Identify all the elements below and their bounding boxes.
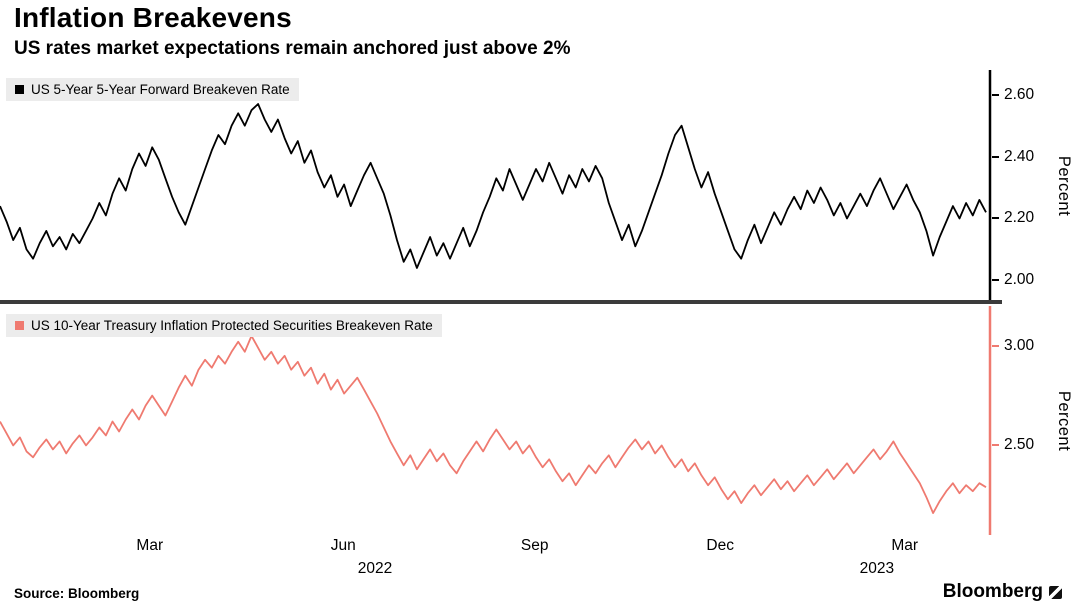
y-tick-text: 3.00 xyxy=(1004,336,1035,354)
legend-swatch-icon xyxy=(15,321,24,330)
bloomberg-logo: Bloomberg xyxy=(943,581,1062,603)
line-chart-10y-tips xyxy=(0,306,992,535)
y-axis-labels: 2.00 2.20 2.40 2.60 xyxy=(992,70,1052,302)
x-tick-label: Mar xyxy=(891,537,919,554)
y-tick-mark xyxy=(992,279,999,282)
panel-5y5y-breakeven: US 5-Year 5-Year Forward Breakeven Rate … xyxy=(0,70,1078,302)
panel-separator xyxy=(0,300,1002,304)
y-tick-label: 2.20 xyxy=(992,209,1034,227)
y-tick-mark xyxy=(992,217,999,220)
x-tick-label: Mar xyxy=(136,537,164,554)
page-title: Inflation Breakevens xyxy=(14,2,292,33)
source-credit: Source: Bloomberg xyxy=(14,586,140,601)
y-tick-text: 2.20 xyxy=(1004,209,1035,227)
y-tick-text: 2.60 xyxy=(1004,85,1035,103)
y-tick-text: 2.00 xyxy=(1004,271,1035,289)
legend-10y-tips: US 10-Year Treasury Inflation Protected … xyxy=(6,314,442,337)
y-tick-label: 3.00 xyxy=(992,337,1034,355)
y-tick-label: 2.00 xyxy=(992,271,1034,289)
x-axis: Mar Jun Sep Dec Mar 2022 2023 xyxy=(0,537,992,585)
y-tick-mark xyxy=(992,155,999,158)
y-tick-text: 2.50 xyxy=(1004,436,1035,454)
series-line xyxy=(0,103,987,269)
y-tick-mark xyxy=(992,344,999,347)
y-axis-labels: 2.50 3.00 xyxy=(992,306,1052,535)
panel-10y-tips-breakeven: US 10-Year Treasury Inflation Protected … xyxy=(0,306,1078,535)
x-tick-label: Dec xyxy=(706,537,734,554)
x-year-label: 2023 xyxy=(859,560,895,577)
y-tick-label: 2.60 xyxy=(992,86,1034,104)
bloomberg-wordmark: Bloomberg xyxy=(942,581,1043,602)
y-tick-label: 2.50 xyxy=(992,436,1034,454)
page-subtitle: US rates market expectations remain anch… xyxy=(14,38,571,59)
y-tick-mark xyxy=(992,444,999,447)
y-tick-label: 2.40 xyxy=(992,148,1034,166)
x-year-label: 2022 xyxy=(357,560,393,577)
y-axis-title: Percent xyxy=(1055,155,1073,217)
legend-label: US 5-Year 5-Year Forward Breakeven Rate xyxy=(31,82,290,97)
y-axis-title: Percent xyxy=(1055,390,1073,451)
legend-5y5y: US 5-Year 5-Year Forward Breakeven Rate xyxy=(6,78,299,101)
bloomberg-logo-mark-icon xyxy=(1049,585,1062,599)
x-tick-label: Sep xyxy=(520,537,549,554)
x-tick-label: Jun xyxy=(330,537,356,554)
line-chart-5y5y xyxy=(0,70,992,302)
y-tick-text: 2.40 xyxy=(1004,147,1035,165)
y-tick-mark xyxy=(992,93,999,96)
series-line xyxy=(0,334,987,515)
legend-swatch-icon xyxy=(15,85,24,94)
legend-label: US 10-Year Treasury Inflation Protected … xyxy=(31,318,433,333)
